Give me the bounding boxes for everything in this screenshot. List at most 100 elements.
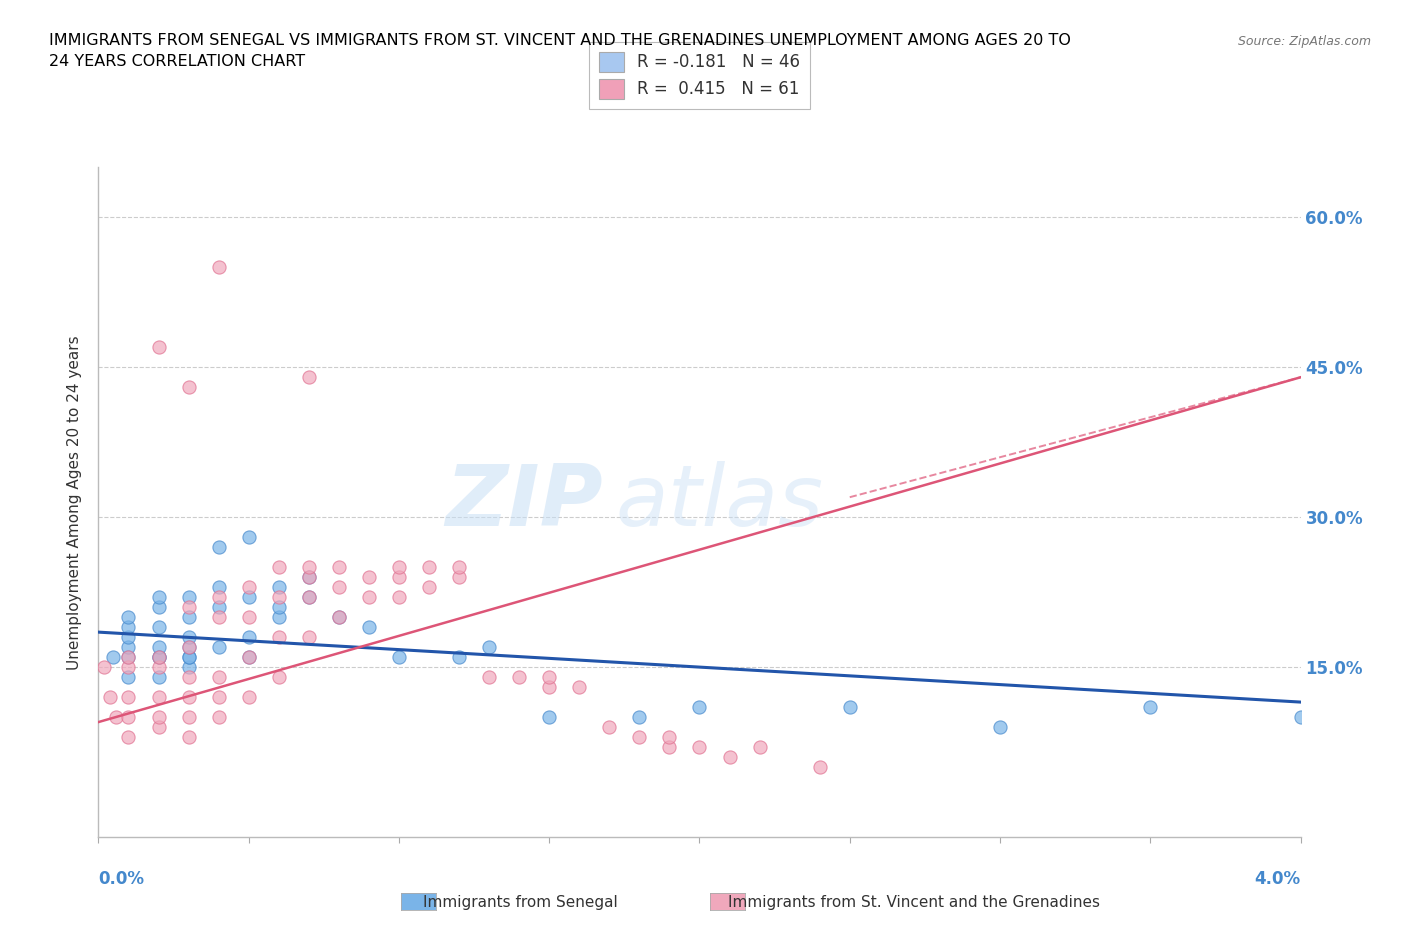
Point <box>148 670 170 684</box>
Point <box>177 710 200 724</box>
Point <box>208 610 231 625</box>
Point <box>148 710 170 724</box>
Point <box>148 600 170 615</box>
Point <box>328 610 350 625</box>
Point <box>658 739 681 754</box>
Point <box>298 370 321 385</box>
Point <box>117 650 139 665</box>
Point <box>478 670 501 684</box>
Point <box>238 579 260 594</box>
Point <box>298 570 321 585</box>
Point <box>538 670 561 684</box>
Point <box>628 730 651 745</box>
Point <box>148 640 170 655</box>
Point <box>148 619 170 634</box>
Point <box>208 539 231 554</box>
Point <box>148 720 170 735</box>
Point <box>177 650 200 665</box>
Text: atlas: atlas <box>616 460 824 544</box>
Point <box>388 650 411 665</box>
Point <box>658 730 681 745</box>
Point <box>689 739 711 754</box>
Point <box>238 610 260 625</box>
Point <box>238 650 260 665</box>
Point <box>208 640 231 655</box>
Text: IMMIGRANTS FROM SENEGAL VS IMMIGRANTS FROM ST. VINCENT AND THE GRENADINES UNEMPL: IMMIGRANTS FROM SENEGAL VS IMMIGRANTS FR… <box>49 33 1071 47</box>
Point <box>117 690 139 705</box>
Point <box>117 730 139 745</box>
Point <box>267 610 290 625</box>
Point <box>267 630 290 644</box>
Point <box>177 659 200 674</box>
Point <box>267 670 290 684</box>
Point <box>238 530 260 545</box>
Point <box>177 379 200 394</box>
Point <box>148 690 170 705</box>
Point <box>208 590 231 604</box>
Point <box>177 640 200 655</box>
Point <box>988 720 1011 735</box>
Point <box>328 579 350 594</box>
Point <box>117 619 139 634</box>
Point <box>177 630 200 644</box>
Text: 24 YEARS CORRELATION CHART: 24 YEARS CORRELATION CHART <box>49 54 305 69</box>
Text: 4.0%: 4.0% <box>1254 870 1301 888</box>
Y-axis label: Unemployment Among Ages 20 to 24 years: Unemployment Among Ages 20 to 24 years <box>67 335 83 670</box>
Text: Source: ZipAtlas.com: Source: ZipAtlas.com <box>1237 35 1371 48</box>
Point <box>148 650 170 665</box>
Point <box>628 710 651 724</box>
Point <box>117 630 139 644</box>
Point <box>177 600 200 615</box>
Point <box>267 590 290 604</box>
Point <box>177 730 200 745</box>
Point <box>105 710 128 724</box>
Point <box>298 560 321 575</box>
Point <box>357 619 380 634</box>
Point <box>748 739 770 754</box>
Point <box>447 650 470 665</box>
Text: 0.0%: 0.0% <box>98 870 145 888</box>
Point <box>508 670 530 684</box>
Point <box>148 650 170 665</box>
Text: Immigrants from Senegal: Immigrants from Senegal <box>423 895 617 910</box>
Point <box>117 659 139 674</box>
Point <box>418 560 440 575</box>
Point <box>177 610 200 625</box>
Point <box>208 710 231 724</box>
Point <box>208 670 231 684</box>
Point <box>238 590 260 604</box>
Point <box>267 579 290 594</box>
Point <box>1139 699 1161 714</box>
Point <box>177 690 200 705</box>
Point <box>117 670 139 684</box>
Point <box>267 560 290 575</box>
Point <box>808 760 831 775</box>
Point <box>177 670 200 684</box>
Point <box>117 650 139 665</box>
Point <box>103 650 125 665</box>
Point <box>267 600 290 615</box>
Point <box>177 590 200 604</box>
Text: Immigrants from St. Vincent and the Grenadines: Immigrants from St. Vincent and the Gren… <box>728 895 1099 910</box>
Point <box>208 600 231 615</box>
Point <box>208 579 231 594</box>
Point <box>538 710 561 724</box>
Text: ZIP: ZIP <box>446 460 603 544</box>
Point <box>208 690 231 705</box>
Point <box>568 680 591 695</box>
Point <box>148 339 170 354</box>
Point <box>93 659 115 674</box>
Point <box>388 570 411 585</box>
Point <box>117 640 139 655</box>
Point <box>208 259 231 274</box>
Point <box>447 570 470 585</box>
Point <box>100 690 122 705</box>
Point <box>418 579 440 594</box>
Point <box>357 590 380 604</box>
Point <box>148 659 170 674</box>
Point <box>177 650 200 665</box>
Point <box>689 699 711 714</box>
Point <box>388 590 411 604</box>
Point <box>117 610 139 625</box>
Point <box>298 570 321 585</box>
